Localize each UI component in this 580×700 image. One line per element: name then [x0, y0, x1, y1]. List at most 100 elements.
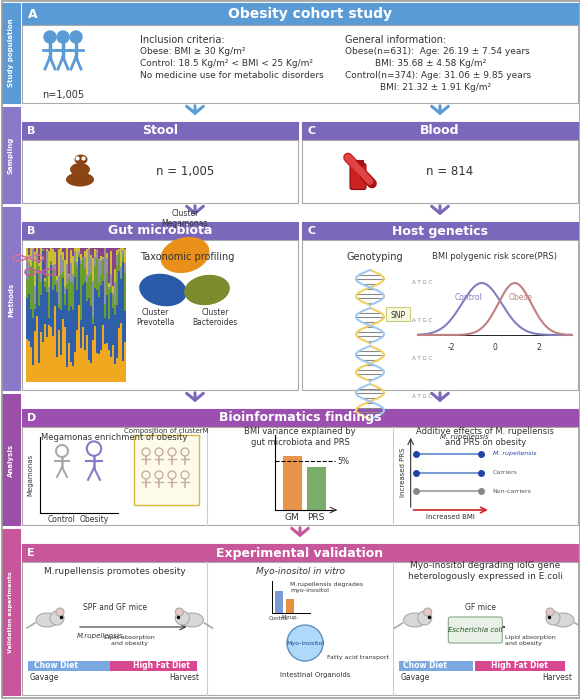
Bar [40, 282, 42, 295]
Bar [54, 251, 56, 264]
Text: Lipid absorption
and obesity: Lipid absorption and obesity [505, 635, 556, 646]
Bar [124, 273, 126, 311]
Bar [124, 311, 126, 342]
Bar [82, 285, 84, 327]
Bar [122, 250, 124, 257]
Text: Taxonomic profiling: Taxonomic profiling [140, 252, 234, 262]
Bar [124, 248, 126, 262]
Bar [48, 292, 50, 318]
Bar [54, 264, 56, 276]
Bar [124, 262, 126, 273]
Bar [2, 394, 20, 525]
Bar [26, 281, 28, 297]
Bar [68, 275, 70, 279]
Text: Obese: Obese [509, 293, 533, 302]
Bar [2, 107, 20, 203]
Text: M.rup.: M.rup. [281, 615, 299, 620]
Text: Gavage: Gavage [401, 673, 430, 682]
Bar [118, 249, 120, 251]
Text: Harvest: Harvest [542, 673, 572, 682]
Bar [116, 248, 118, 251]
Text: Control: Control [48, 514, 76, 524]
Bar [100, 351, 102, 382]
Bar [52, 248, 54, 249]
Text: GF mice: GF mice [465, 603, 496, 612]
Bar [96, 258, 98, 290]
Bar [94, 249, 96, 257]
Bar [34, 286, 36, 304]
Ellipse shape [36, 613, 58, 627]
Bar [106, 343, 108, 382]
Bar [32, 249, 34, 260]
Bar [84, 268, 86, 282]
Bar [84, 282, 86, 351]
Bar [54, 248, 56, 251]
Text: Gavage: Gavage [30, 673, 59, 682]
Text: -2: -2 [447, 343, 455, 352]
Bar [78, 255, 80, 257]
Bar [22, 3, 578, 25]
Bar [52, 270, 54, 290]
Bar [28, 661, 197, 671]
Text: 5%: 5% [337, 457, 349, 466]
Bar [34, 304, 36, 309]
Text: Increased BMI: Increased BMI [426, 514, 475, 520]
Bar [74, 277, 76, 351]
Bar [64, 288, 66, 294]
Text: Escherichia coli: Escherichia coli [448, 627, 503, 633]
Bar [92, 316, 94, 323]
Bar [58, 276, 60, 304]
Text: Cluster
Bacteroides: Cluster Bacteroides [193, 308, 238, 328]
Bar [38, 306, 40, 363]
Bar [56, 282, 58, 292]
Bar [88, 248, 90, 277]
Bar [86, 249, 88, 275]
Bar [48, 248, 50, 251]
Bar [60, 255, 62, 275]
Text: High Fat Diet: High Fat Diet [491, 662, 548, 671]
Bar [30, 265, 32, 267]
Bar [302, 122, 578, 140]
Bar [46, 293, 48, 337]
Bar [46, 337, 48, 382]
Bar [96, 251, 98, 258]
Bar [36, 270, 38, 316]
Bar [58, 330, 60, 382]
Bar [80, 264, 82, 320]
Circle shape [423, 608, 432, 616]
Bar [68, 343, 70, 382]
Bar [92, 340, 94, 382]
Text: Composition of clusterM: Composition of clusterM [124, 428, 209, 434]
Text: Genotyping: Genotyping [347, 252, 403, 262]
Bar [80, 347, 82, 382]
Bar [307, 466, 325, 510]
Circle shape [175, 611, 189, 625]
Bar [48, 318, 50, 326]
Bar [76, 267, 78, 290]
Bar [36, 316, 38, 382]
Bar [66, 284, 68, 288]
Bar [122, 257, 124, 262]
Bar [62, 319, 64, 382]
Bar [36, 248, 38, 253]
Bar [110, 251, 112, 274]
Bar [92, 248, 94, 258]
Bar [78, 257, 80, 305]
Bar [74, 262, 76, 277]
Bar [70, 248, 72, 250]
Bar [86, 284, 88, 301]
Bar [62, 272, 64, 278]
Bar [283, 456, 301, 510]
Text: C: C [307, 126, 315, 136]
Bar [32, 248, 34, 249]
Bar [398, 661, 473, 671]
Bar [68, 274, 70, 275]
Text: PRS: PRS [307, 512, 325, 522]
Bar [286, 599, 294, 613]
Bar [104, 318, 106, 344]
Bar [78, 248, 80, 252]
Bar [60, 275, 62, 309]
Bar [46, 251, 48, 274]
Text: n = 814: n = 814 [426, 165, 474, 178]
Text: Fatty acid transport: Fatty acid transport [327, 654, 389, 659]
